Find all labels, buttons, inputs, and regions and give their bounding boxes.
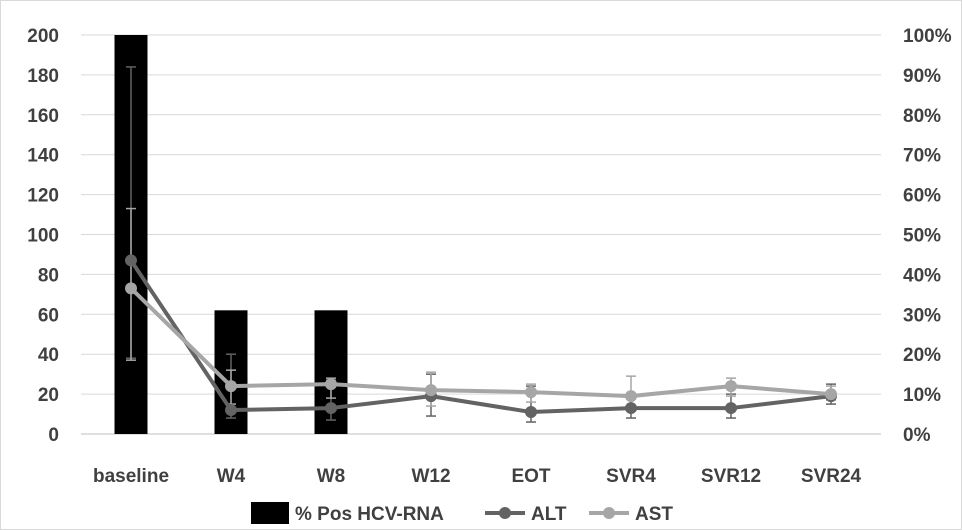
legend: % Pos HCV-RNA ALT AST (251, 502, 673, 525)
right-axis-tick-label: 40% (903, 265, 941, 286)
point-ast (625, 390, 637, 403)
right-axis-tick-label: 70% (903, 146, 941, 167)
point-alt (625, 402, 637, 415)
line-ast (129, 286, 832, 399)
right-axis-tick-label: 0% (903, 425, 931, 446)
point-ast (525, 386, 537, 399)
x-axis-tick-label: W4 (217, 466, 246, 487)
right-axis-tick-label: 90% (903, 66, 941, 87)
legend-swatch-bar (251, 502, 289, 524)
legend-label: ALT (531, 504, 567, 525)
x-axis-tick-label: SVR12 (701, 466, 761, 487)
x-axis-tick-label: EOT (511, 466, 550, 487)
right-axis-tick-label: 30% (903, 305, 941, 326)
left-axis-tick-label: 180 (27, 66, 59, 87)
point-ast (725, 380, 737, 393)
x-axis-tick-label: SVR4 (606, 466, 656, 487)
x-axis-tick-label: W12 (411, 466, 450, 487)
right-axis-tick-label: 100% (903, 26, 952, 47)
line-series (125, 254, 837, 419)
point-alt (725, 402, 737, 415)
axes: 0 20 40 60 80 100 120 140 160 180 200 0% 10% 20% 30% 40… (27, 26, 951, 487)
right-axis-tick-label: 80% (903, 106, 941, 127)
left-axis-tick-label: 200 (27, 26, 59, 47)
right-axis-tick-label: 10% (903, 385, 941, 406)
legend-swatch-marker (499, 507, 511, 519)
point-ast (325, 378, 337, 391)
x-axis-tick-label: W8 (317, 466, 346, 487)
point-ast (125, 282, 137, 295)
point-ast (425, 384, 437, 397)
right-axis-tick-label: 20% (903, 345, 941, 366)
gridlines (81, 34, 881, 435)
x-axis-tick-label: baseline (93, 466, 169, 487)
point-alt (525, 406, 537, 419)
point-alt (125, 254, 137, 267)
point-alt (325, 402, 337, 415)
left-axis-tick-label: 120 (27, 186, 59, 207)
right-axis-tick-label: 50% (903, 226, 941, 247)
legend-label: AST (635, 504, 673, 525)
x-axis-tick-label: SVR24 (801, 466, 862, 487)
point-alt (225, 404, 237, 417)
left-axis-tick-label: 140 (27, 146, 59, 167)
legend-swatch-marker (603, 507, 615, 519)
point-ast (825, 388, 837, 401)
left-axis-tick-label: 20 (38, 385, 59, 406)
legend-label: % Pos HCV-RNA (295, 504, 444, 525)
left-axis-tick-label: 40 (38, 345, 59, 366)
left-axis-tick-label: 80 (38, 265, 59, 286)
line-alt (129, 259, 832, 415)
left-axis-tick-label: 100 (27, 226, 59, 247)
left-axis-tick-label: 0 (48, 425, 59, 446)
left-axis-tick-label: 160 (27, 106, 59, 127)
point-ast (225, 380, 237, 393)
right-axis-tick-label: 60% (903, 186, 941, 207)
left-axis-tick-label: 60 (38, 305, 59, 326)
